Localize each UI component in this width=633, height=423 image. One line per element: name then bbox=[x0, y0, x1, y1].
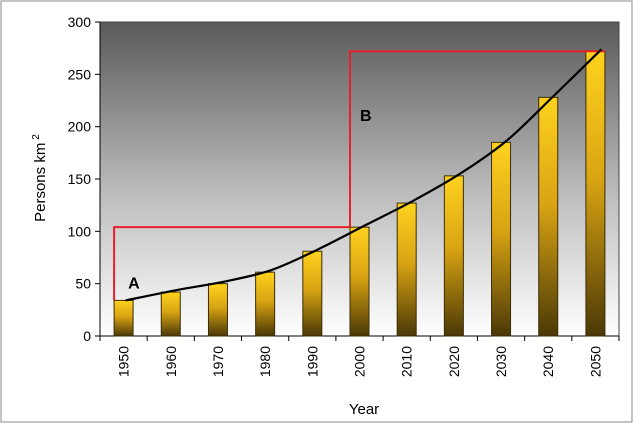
bar-series bbox=[113, 50, 606, 337]
y-axis-label-superscript: 2 bbox=[31, 134, 42, 140]
x-tick-label: 1980 bbox=[257, 346, 273, 377]
x-axis: 1950 1960 1970 1980 1990 2000 2010 2020 2030 2040… bbox=[99, 335, 620, 377]
bar-2030 bbox=[491, 141, 512, 337]
y-axis: 0 50 100 150 200 250 300 bbox=[68, 14, 101, 344]
bar-1970 bbox=[207, 283, 228, 337]
bar-2050 bbox=[585, 50, 606, 337]
x-tick-label: 2040 bbox=[540, 346, 556, 377]
bar-1950 bbox=[113, 299, 134, 337]
x-tick-label: 2030 bbox=[493, 346, 509, 377]
bar-1990 bbox=[302, 250, 323, 337]
x-tick-label: 1970 bbox=[210, 346, 226, 377]
bar-1980 bbox=[255, 271, 276, 337]
bar-1960 bbox=[160, 291, 181, 337]
bar-2010 bbox=[396, 202, 417, 337]
y-tick-label: 0 bbox=[83, 328, 91, 344]
x-axis-label: Year bbox=[349, 401, 379, 418]
x-tick-label: 2050 bbox=[587, 346, 603, 377]
y-tick-label: 150 bbox=[68, 171, 92, 187]
bar-2000 bbox=[349, 226, 370, 337]
y-tick-label: 100 bbox=[68, 223, 92, 239]
y-tick-label: 300 bbox=[68, 14, 92, 30]
x-tick-label: 1960 bbox=[163, 346, 179, 377]
bar-2020 bbox=[443, 175, 464, 337]
y-tick-label: 200 bbox=[68, 119, 92, 135]
x-tick-label: 2020 bbox=[446, 346, 462, 377]
annotation-group: AB bbox=[113, 50, 605, 301]
y-tick-label: 50 bbox=[75, 276, 91, 292]
y-tick-label: 250 bbox=[68, 66, 92, 82]
x-tick-label: 1990 bbox=[304, 346, 320, 377]
x-tick-label: 1950 bbox=[116, 346, 132, 377]
annotation-bracket-B bbox=[349, 50, 605, 228]
trend-curve bbox=[125, 48, 603, 302]
y-axis-label: Persons km2 bbox=[31, 134, 49, 222]
bar-2040 bbox=[538, 96, 559, 337]
annotation-label-B: B bbox=[360, 108, 372, 125]
x-tick-label: 2010 bbox=[399, 346, 415, 377]
annotation-bracket-A bbox=[113, 226, 350, 301]
annotation-label-A: A bbox=[128, 275, 140, 292]
x-tick-label: 2000 bbox=[352, 346, 368, 377]
